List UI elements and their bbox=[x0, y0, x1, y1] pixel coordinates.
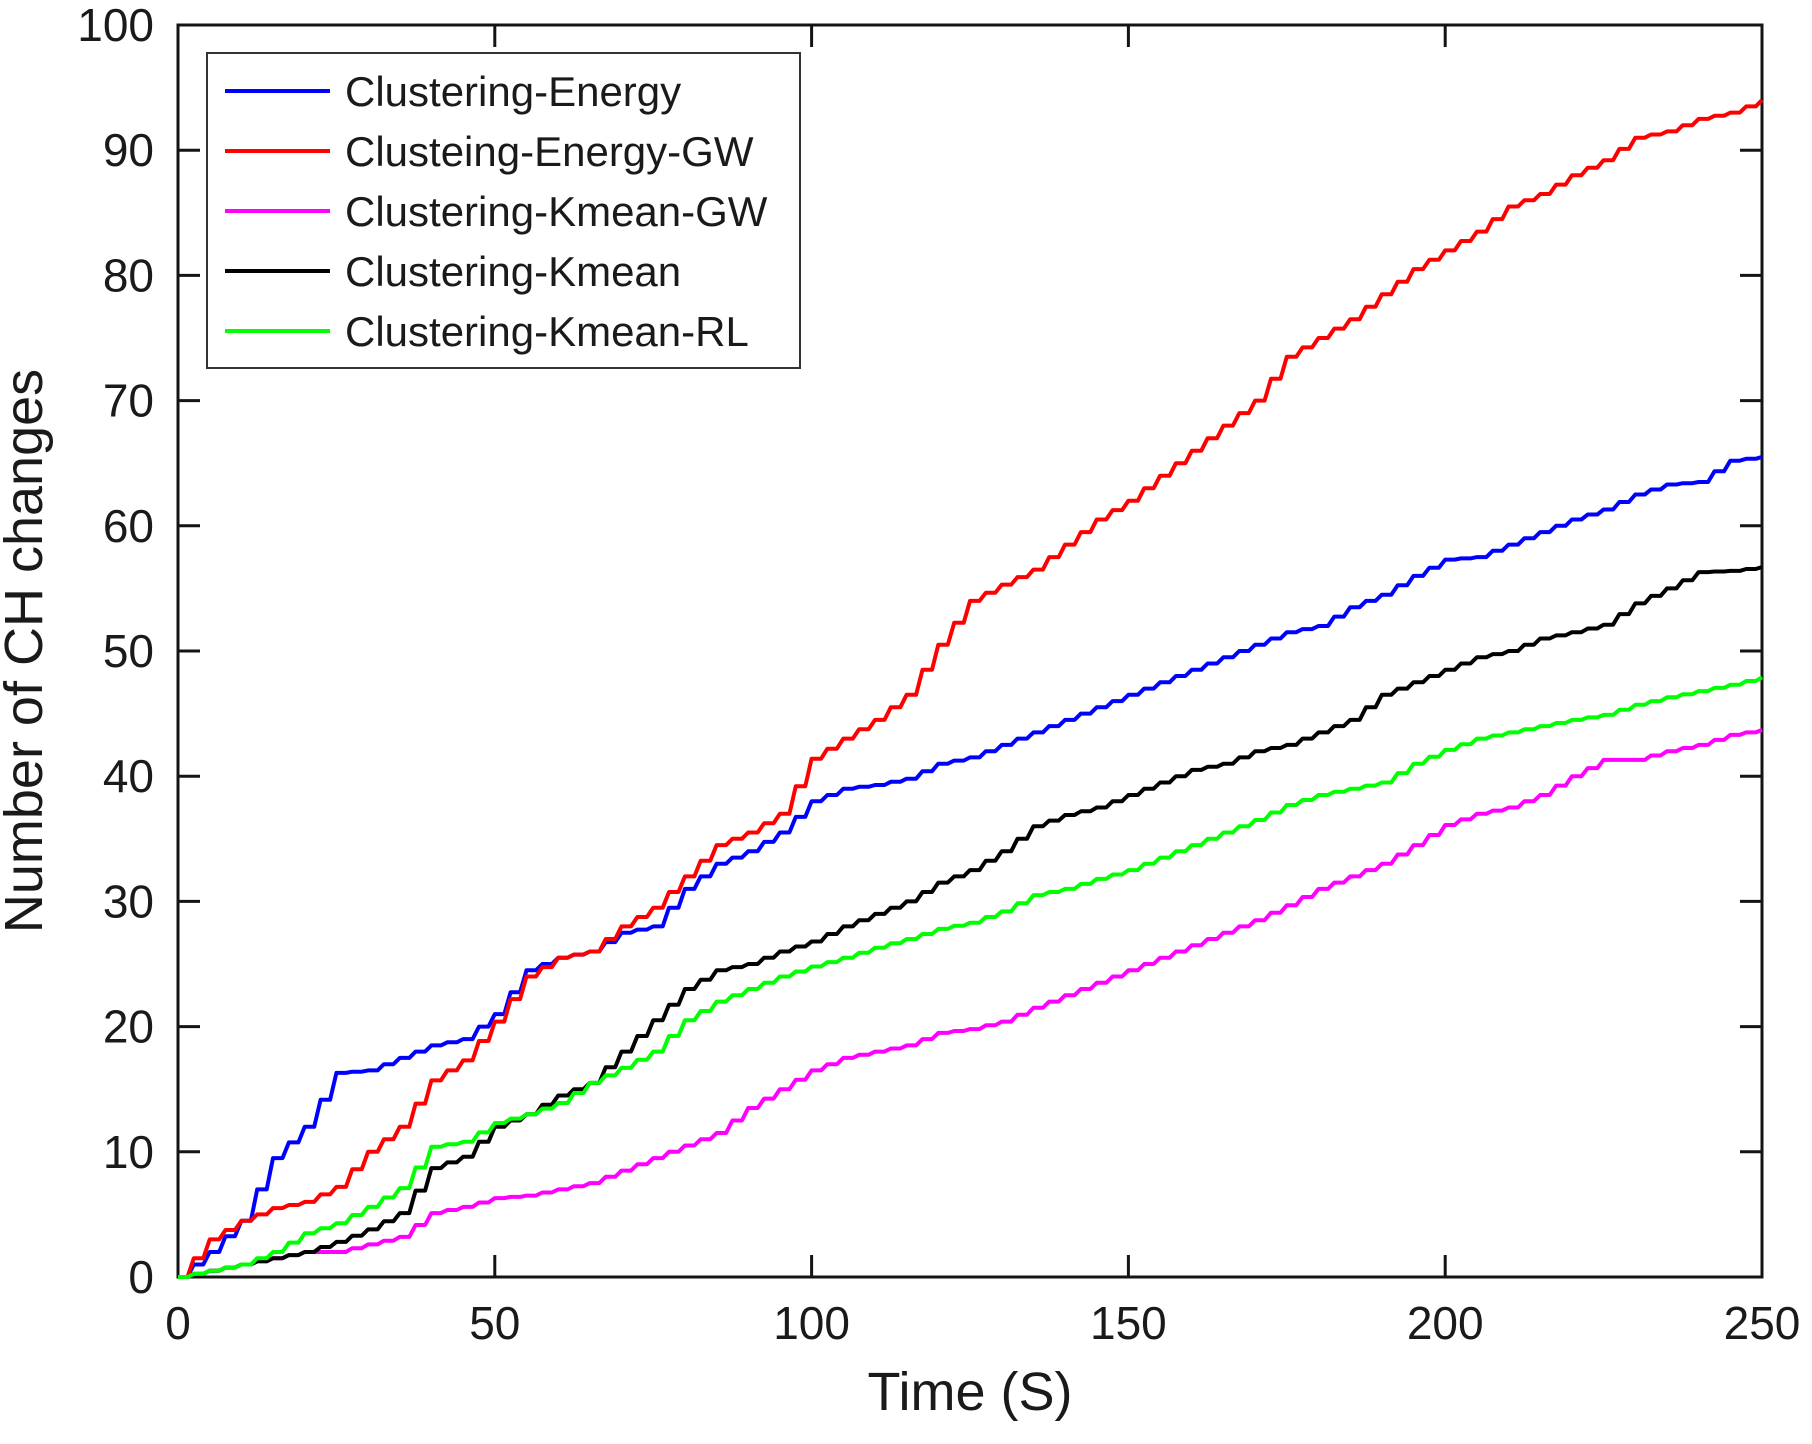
x-tick-label: 50 bbox=[469, 1297, 520, 1349]
y-tick-label: 20 bbox=[103, 1001, 154, 1053]
series-layer bbox=[178, 98, 1764, 1279]
y-tick-label: 80 bbox=[103, 249, 154, 301]
y-tick-label: 100 bbox=[77, 0, 154, 51]
x-axis-label: Time (S) bbox=[868, 1362, 1073, 1422]
legend-item-label: Clustering-Kmean bbox=[345, 248, 681, 295]
x-tick-label: 150 bbox=[1090, 1297, 1167, 1349]
series-line-clusteing-energy-gw bbox=[178, 98, 1764, 1279]
legend-item: Clustering-Kmean-RL bbox=[225, 308, 749, 355]
x-tick-label: 100 bbox=[773, 1297, 850, 1349]
legend-item: Clustering-Kmean bbox=[225, 248, 681, 295]
y-tick-label: 40 bbox=[103, 750, 154, 802]
y-tick-label: 90 bbox=[103, 124, 154, 176]
series-line-clustering-kmean-rl bbox=[178, 675, 1764, 1279]
axes-layer: 0 50 100 150 200 250 0 10 20 30 40 50 60 70 80 90 100 bbox=[77, 0, 1800, 1349]
series-line-clustering-kmean-gw bbox=[178, 728, 1763, 1279]
legend-item-label: Clustering-Kmean-GW bbox=[345, 188, 768, 235]
x-tick-label: 200 bbox=[1407, 1297, 1484, 1349]
legend-item: Clustering-Kmean-GW bbox=[225, 188, 768, 235]
legend-layer: Clustering-Energy Clusteing-Energy-GW Clus… bbox=[206, 52, 801, 369]
y-tick-label: 60 bbox=[103, 500, 154, 552]
y-axis-label: Number of CH changes bbox=[0, 369, 54, 933]
legend-item-label: Clustering-Kmean-RL bbox=[345, 308, 749, 355]
legend-item: Clusteing-Energy-GW bbox=[225, 128, 754, 175]
series-line-clustering-energy bbox=[178, 454, 1763, 1279]
y-tick-label: 10 bbox=[103, 1126, 154, 1178]
series-line-clustering-kmean bbox=[178, 565, 1763, 1279]
y-tick-label: 0 bbox=[128, 1251, 154, 1303]
y-tick-label: 50 bbox=[103, 625, 154, 677]
x-tick-label: 0 bbox=[165, 1297, 191, 1349]
y-tick-label: 70 bbox=[103, 375, 154, 427]
x-tick-label: 250 bbox=[1724, 1297, 1801, 1349]
legend-item-label: Clusteing-Energy-GW bbox=[345, 128, 754, 175]
y-tick-label: 30 bbox=[103, 875, 154, 927]
legend-item: Clustering-Energy bbox=[225, 68, 681, 115]
legend-item-label: Clustering-Energy bbox=[345, 68, 681, 115]
